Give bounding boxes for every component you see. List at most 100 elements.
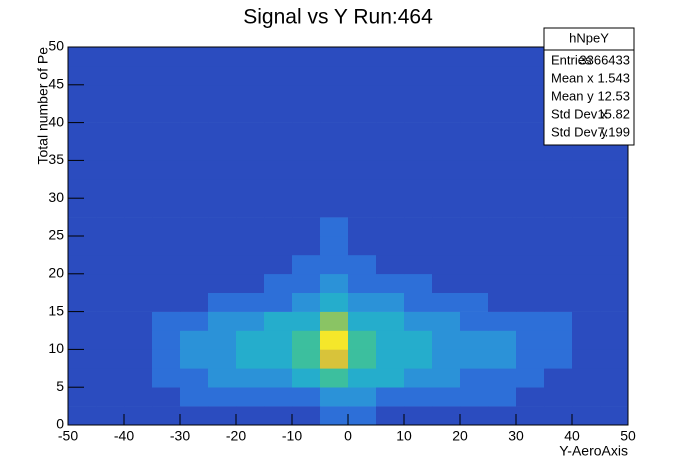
bin-cell [320, 368, 349, 388]
bin-cell [432, 330, 461, 350]
bin-cell [208, 217, 237, 237]
bin-cell [516, 179, 545, 199]
bin-cell [124, 47, 153, 67]
y-tick-label: 25 [48, 227, 64, 243]
bin-cell [432, 141, 461, 161]
bin-cell [264, 406, 293, 426]
bin-cell [320, 47, 349, 67]
bin-cell [236, 47, 265, 67]
bin-cell [96, 141, 125, 161]
bin-cell [180, 349, 209, 369]
bin-cell [404, 160, 433, 180]
bin-cell [600, 217, 629, 237]
bin-cell [292, 254, 321, 275]
bin-cell [292, 349, 321, 369]
x-tick-label: -30 [170, 428, 190, 444]
bin-cell [208, 141, 237, 161]
bin-cell [432, 292, 461, 312]
bin-cell [432, 406, 461, 426]
bin-cell [572, 349, 601, 369]
bin-cell [488, 198, 517, 218]
bin-cell [208, 103, 237, 123]
bin-cell [96, 387, 125, 407]
bin-cell [236, 160, 265, 180]
bin-cell [208, 330, 237, 350]
bin-cell [544, 217, 573, 237]
bin-cell [124, 160, 153, 180]
bin-cell [404, 406, 433, 426]
bin-cell [292, 65, 321, 86]
bin-cell [572, 254, 601, 275]
bin-cell [152, 179, 181, 199]
bin-cell [572, 160, 601, 180]
y-tick-label: 15 [48, 302, 64, 318]
bin-cell [68, 292, 97, 312]
bin-cell [96, 236, 125, 256]
bin-cell [348, 217, 377, 237]
bin-cell [208, 198, 237, 218]
bin-cell [460, 179, 489, 199]
bin-cell [264, 330, 293, 350]
bin-cell [376, 217, 405, 237]
bin-cell [572, 198, 601, 218]
bin-cell [264, 141, 293, 161]
bin-cell [208, 160, 237, 180]
bin-cell [600, 387, 629, 407]
bin-cell [68, 349, 97, 369]
bin-cell [264, 84, 293, 104]
bin-cell [600, 141, 629, 161]
bin-cell [432, 160, 461, 180]
bin-cell [236, 273, 265, 293]
bin-cell [124, 65, 153, 86]
bin-cell [264, 273, 293, 293]
bin-cell [544, 330, 573, 350]
bin-cell [516, 217, 545, 237]
bin-cell [460, 406, 489, 426]
bin-cell [96, 122, 125, 142]
x-tick-label: 20 [452, 428, 468, 444]
bin-cell [320, 330, 349, 350]
bin-cell [348, 141, 377, 161]
bin-cell [460, 198, 489, 218]
bin-cell [544, 254, 573, 275]
bin-cell [180, 217, 209, 237]
bin-cell [376, 160, 405, 180]
bin-cell [544, 387, 573, 407]
bin-cell [348, 330, 377, 350]
bin-cell [68, 330, 97, 350]
bin-cell [348, 368, 377, 388]
bin-cell [96, 349, 125, 369]
bin-cell [488, 217, 517, 237]
bin-cell [432, 349, 461, 369]
bin-cell [320, 311, 349, 331]
bin-cell [180, 236, 209, 256]
bin-cell [544, 236, 573, 256]
bin-cell [488, 65, 517, 86]
bin-cell [488, 292, 517, 312]
bin-cell [68, 160, 97, 180]
bin-cell [488, 122, 517, 142]
bin-cell [208, 254, 237, 275]
bin-cell [376, 47, 405, 67]
bin-cell [68, 47, 97, 67]
bin-cell [404, 368, 433, 388]
bin-cell [320, 141, 349, 161]
bin-cell [516, 47, 545, 67]
bin-cell [348, 179, 377, 199]
bin-cell [96, 273, 125, 293]
bin-cell [460, 387, 489, 407]
bin-cell [68, 179, 97, 199]
bin-cell [404, 236, 433, 256]
bin-cell [124, 179, 153, 199]
bin-cell [516, 84, 545, 104]
bin-cell [488, 47, 517, 67]
bin-cell [292, 368, 321, 388]
bin-cell [460, 103, 489, 123]
bin-cell [516, 387, 545, 407]
bin-cell [320, 217, 349, 237]
bin-cell [96, 330, 125, 350]
bin-cell [292, 47, 321, 67]
bin-cell [432, 198, 461, 218]
stats-value: 1.543 [597, 70, 630, 85]
